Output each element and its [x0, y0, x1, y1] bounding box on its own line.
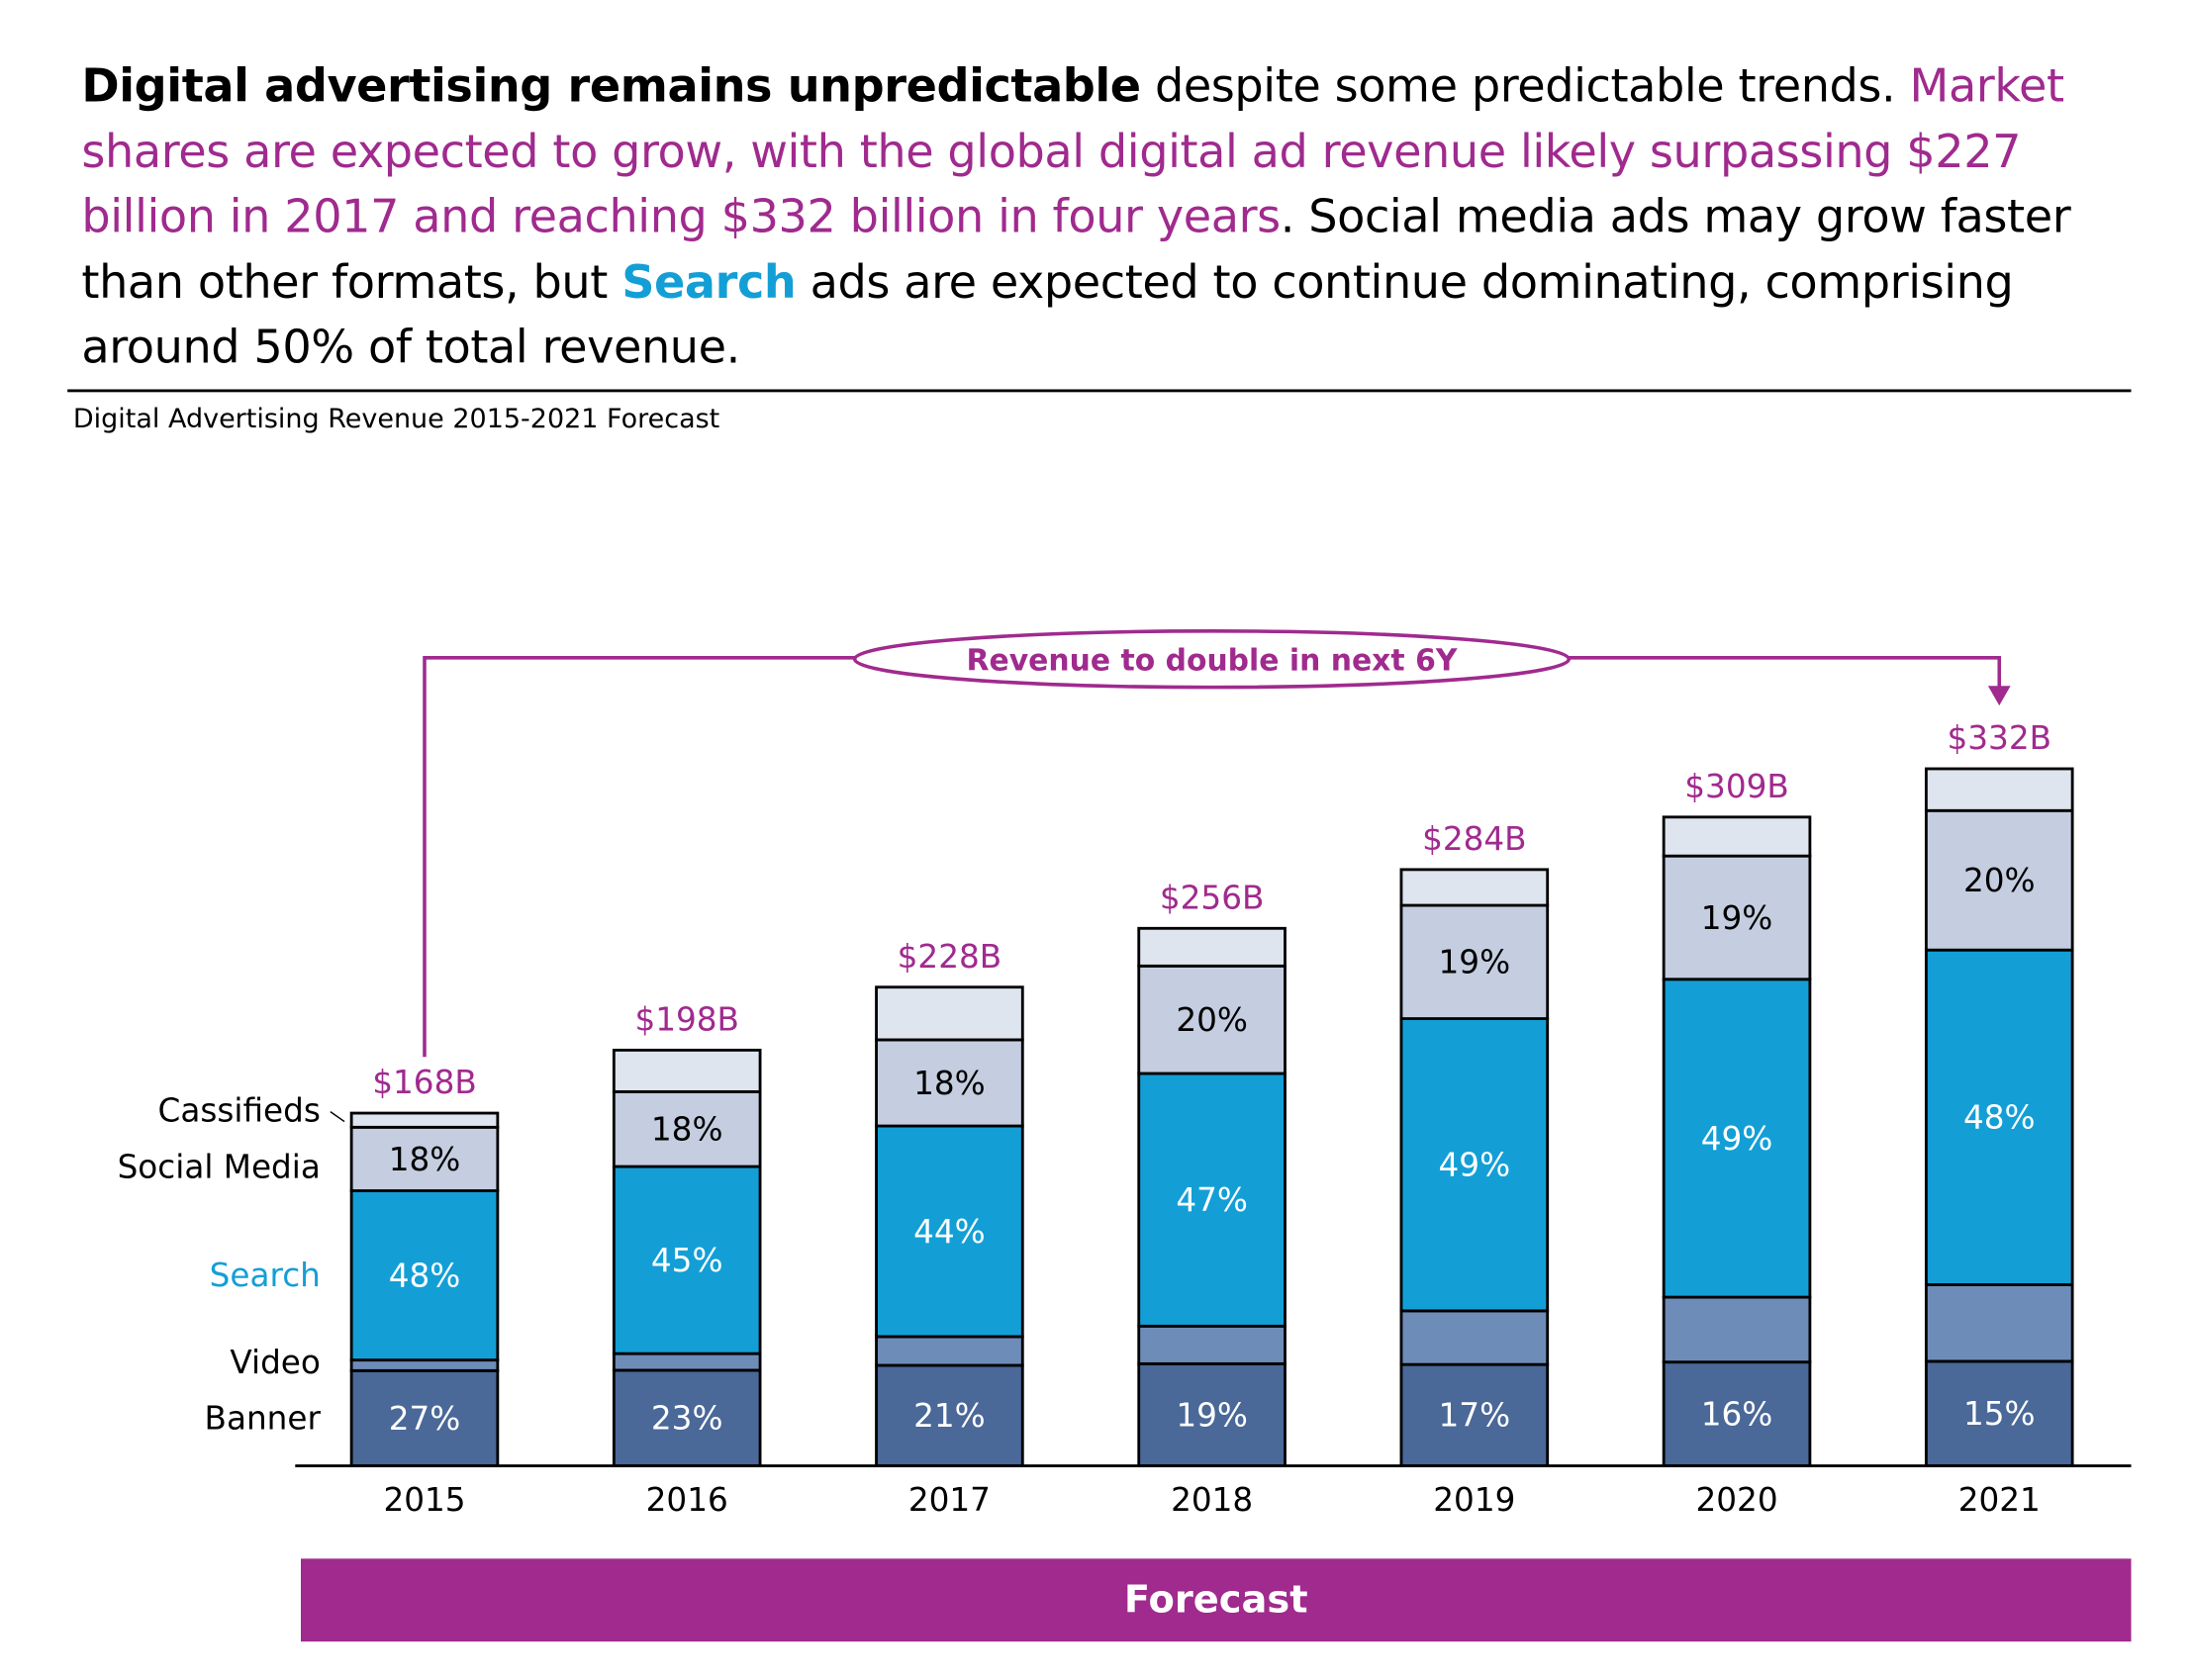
bar-segment-search	[612, 1165, 762, 1355]
bar-segment-video	[349, 1358, 500, 1372]
headline-bold: Digital advertising remains unpredictabl…	[81, 58, 1141, 113]
legend-label: Social Media	[118, 1148, 321, 1185]
data-label: 27%	[389, 1400, 461, 1438]
bar-segment-video	[1924, 1282, 2074, 1363]
legend-label: Video	[230, 1344, 320, 1381]
data-label: 44%	[913, 1213, 986, 1251]
data-label: 49%	[1701, 1120, 1773, 1158]
legend-label: Banner	[205, 1400, 322, 1438]
total-label: $256B	[1160, 879, 1265, 916]
bar-segment-cassifieds	[1399, 868, 1550, 907]
data-label: 49%	[1439, 1147, 1511, 1184]
bar-segment-banner	[1137, 1361, 1287, 1468]
headline-text: despite some predictable trends.	[1140, 58, 1910, 113]
data-label: 48%	[389, 1257, 461, 1294]
forecast-banner: Forecast	[300, 1558, 2132, 1642]
bar-segment-video	[875, 1335, 1024, 1367]
data-label: 18%	[389, 1141, 461, 1178]
divider	[67, 389, 2132, 393]
x-tick-label: 2021	[1958, 1481, 2041, 1519]
bar-segment-banner	[1924, 1359, 2074, 1468]
chart-title: Digital Advertising Revenue 2015-2021 Fo…	[72, 403, 720, 434]
headline-highlight: Market shares are expected to grow, with…	[81, 58, 2064, 243]
data-label: 47%	[1176, 1181, 1248, 1219]
data-label: 15%	[1963, 1395, 2036, 1433]
bar-segment-banner	[1399, 1362, 1550, 1468]
bar-segment-video	[1662, 1295, 1812, 1364]
total-label: $198B	[634, 1001, 739, 1039]
data-label: 18%	[913, 1065, 986, 1102]
headline-search: Search	[621, 254, 797, 309]
bar-segment-social-media	[875, 1038, 1024, 1128]
data-label: 19%	[1439, 944, 1511, 981]
bar-segment-video	[612, 1352, 762, 1372]
bar-segment-cassifieds	[612, 1048, 762, 1093]
data-label: 19%	[1701, 899, 1773, 937]
bar-segment-cassifieds	[1662, 815, 1812, 858]
bar-segment-cassifieds	[1924, 767, 2074, 812]
x-tick-label: 2015	[383, 1481, 465, 1519]
bar-segment-banner	[349, 1368, 500, 1468]
data-label: 20%	[1176, 1001, 1248, 1039]
x-tick-label: 2019	[1433, 1481, 1515, 1519]
bar-segment-cassifieds	[875, 985, 1024, 1042]
bar-segment-search	[1137, 1072, 1287, 1328]
data-label: 19%	[1176, 1396, 1248, 1434]
bar-segment-video	[1137, 1324, 1287, 1365]
total-label: $168B	[372, 1064, 477, 1101]
headline-text: ads are expected to continue dominating,…	[81, 254, 2014, 374]
data-label: 21%	[913, 1397, 986, 1435]
bar-segment-search	[1662, 978, 1812, 1299]
data-label: 48%	[1963, 1099, 2036, 1137]
bar-segment-search	[875, 1124, 1024, 1339]
legend-leader-line	[330, 1111, 345, 1123]
bar-segment-social-media	[612, 1089, 762, 1168]
total-label: $309B	[1684, 768, 1789, 805]
x-tick-label: 2020	[1695, 1481, 1777, 1519]
headline: Digital advertising remains unpredictabl…	[81, 53, 2147, 380]
bar-segment-social-media	[1924, 808, 2074, 952]
total-label: $332B	[1947, 719, 2051, 757]
data-label: 45%	[651, 1242, 723, 1279]
bar-segment-social-media	[1399, 903, 1550, 1020]
x-tick-label: 2016	[646, 1481, 728, 1519]
x-tick-label: 2017	[908, 1481, 991, 1519]
annotation-label: Revenue to double in next 6Y	[967, 644, 1458, 679]
annotation-ellipse	[852, 629, 1572, 690]
x-tick-label: 2018	[1171, 1481, 1253, 1519]
data-label: 18%	[651, 1111, 723, 1149]
bar-segment-search	[349, 1189, 500, 1362]
legend-label: Cassifieds	[158, 1092, 321, 1130]
legend-label: Search	[210, 1257, 321, 1294]
total-label: $228B	[898, 938, 1002, 976]
headline-text: . Social media ads may grow faster than …	[81, 189, 2071, 309]
arrow-down-icon	[1987, 686, 2011, 706]
data-label: 20%	[1963, 862, 2036, 899]
total-label: $284B	[1422, 820, 1527, 858]
data-label: 17%	[1439, 1397, 1511, 1435]
bar-segment-cassifieds	[1137, 926, 1287, 968]
bar-segment-cassifieds	[349, 1111, 500, 1129]
bar-segment-social-media	[1137, 964, 1287, 1075]
bar-segment-video	[1399, 1309, 1550, 1366]
data-label: 23%	[651, 1400, 723, 1438]
data-label: 16%	[1701, 1395, 1773, 1433]
